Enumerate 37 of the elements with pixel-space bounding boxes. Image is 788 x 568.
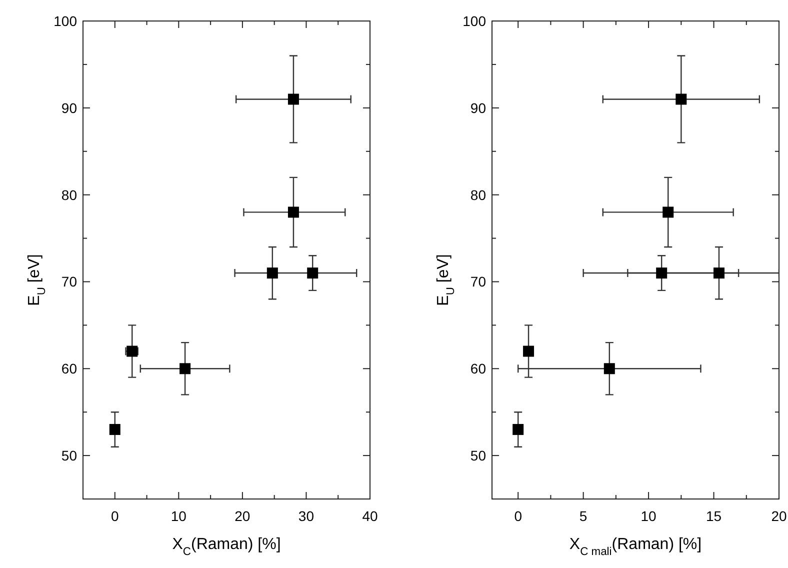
x-tick-label: 30 [298, 508, 314, 524]
point [180, 363, 191, 374]
y-tick-label: 70 [61, 274, 78, 290]
y-tick-label: 80 [470, 186, 486, 203]
y-tick-label: 50 [61, 448, 78, 464]
point [656, 268, 668, 279]
y-tick-label: 80 [61, 186, 78, 203]
x-tick-label: 0 [514, 508, 522, 524]
point [288, 206, 299, 218]
y-tick-label: 90 [61, 100, 78, 116]
x-axis-title: X$_{C}$(Raman) [%] [172, 536, 281, 558]
point [266, 268, 278, 279]
point [713, 268, 724, 279]
point [109, 424, 120, 435]
point [288, 94, 299, 105]
y-tick-label: 100 [54, 13, 78, 29]
y-tick-label: 70 [470, 274, 486, 290]
x-tick-label: 20 [234, 508, 250, 524]
point [662, 206, 674, 218]
y-tick-label: 90 [470, 100, 486, 116]
point [604, 363, 615, 374]
point [676, 94, 687, 105]
x-tick-label: 40 [362, 508, 378, 524]
y-tick-label: 60 [470, 360, 486, 377]
x-tick-label: 15 [706, 508, 722, 524]
y-tick-label: 60 [61, 360, 78, 377]
x-tick-label: 20 [771, 508, 787, 524]
point [523, 346, 534, 357]
x-tick-label: 10 [170, 508, 187, 524]
y-tick-label: 50 [470, 448, 486, 464]
point [307, 268, 318, 279]
x-tick-label: 10 [640, 508, 657, 524]
y-tick-label: 100 [462, 13, 486, 29]
x-tick-label: 0 [110, 508, 119, 524]
point [512, 424, 524, 435]
x-tick-label: 5 [579, 508, 588, 524]
x-axis-title: X$_{C mali}$(Raman) [%] [569, 536, 702, 558]
